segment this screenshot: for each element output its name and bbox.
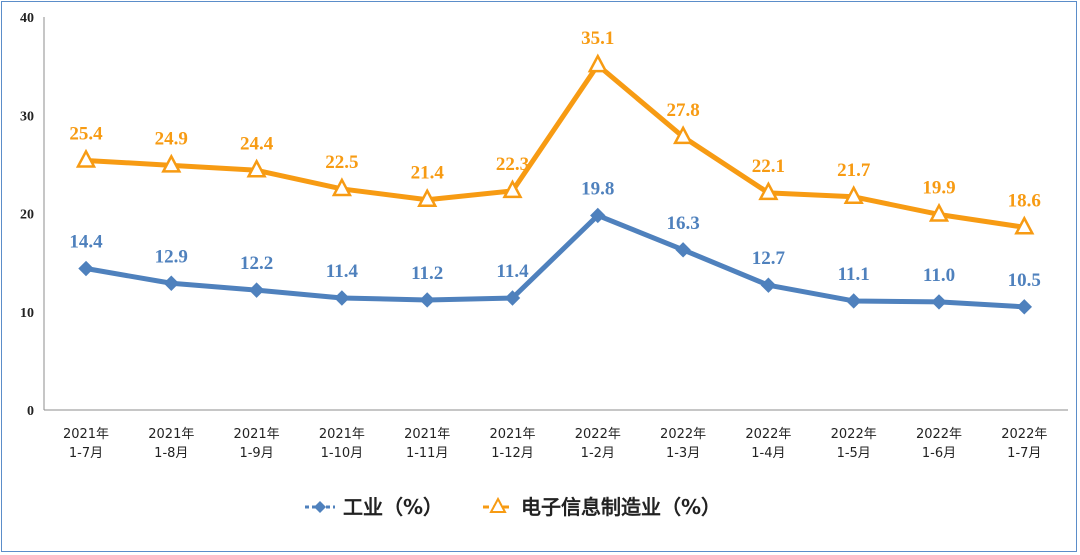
x-category-label: 2021年 bbox=[63, 427, 109, 442]
data-point-triangle bbox=[246, 158, 267, 178]
legend-item: 电子信息制造业（%） bbox=[483, 495, 721, 519]
data-label: 27.8 bbox=[666, 100, 699, 121]
data-point-triangle bbox=[331, 177, 352, 197]
x-category-label: 2022年 bbox=[575, 427, 621, 442]
axes bbox=[43, 17, 1068, 411]
x-category-label: 1-9月 bbox=[239, 446, 273, 461]
x-category-label: 1-4月 bbox=[751, 446, 785, 461]
data-label: 11.0 bbox=[923, 265, 955, 286]
x-category-label: 1-10月 bbox=[321, 446, 364, 461]
y-tick-label: 30 bbox=[20, 109, 34, 124]
data-label: 21.4 bbox=[411, 163, 445, 184]
data-label: 11.2 bbox=[411, 263, 443, 284]
legend-triangle-icon bbox=[489, 496, 507, 513]
data-label: 11.4 bbox=[326, 261, 359, 282]
x-category-label: 2022年 bbox=[1001, 427, 1047, 442]
series-line bbox=[83, 62, 1027, 230]
data-point-diamond bbox=[845, 293, 862, 309]
data-point-diamond bbox=[334, 290, 350, 306]
x-category-label: 2021年 bbox=[489, 427, 535, 442]
x-category-label: 2021年 bbox=[404, 427, 450, 442]
x-category-label: 1-3月 bbox=[666, 446, 700, 461]
data-label: 11.4 bbox=[496, 261, 529, 282]
data-point-triangle bbox=[502, 179, 523, 199]
data-point-diamond bbox=[163, 275, 180, 291]
x-category-label: 1-8月 bbox=[154, 446, 188, 461]
data-point-diamond bbox=[931, 294, 947, 310]
data-label: 19.8 bbox=[581, 178, 614, 199]
x-category-label: 2021年 bbox=[234, 427, 280, 442]
data-label: 16.3 bbox=[666, 213, 699, 234]
data-label: 21.7 bbox=[837, 160, 871, 181]
data-point-triangle bbox=[417, 188, 438, 207]
x-category-label: 1-2月 bbox=[581, 446, 615, 461]
data-point-diamond bbox=[504, 290, 521, 306]
x-category-label: 1-11月 bbox=[406, 446, 449, 461]
legend-diamond-icon bbox=[314, 501, 326, 513]
data-label: 14.4 bbox=[69, 232, 103, 253]
x-category-label: 2022年 bbox=[660, 427, 706, 442]
data-label: 25.4 bbox=[69, 123, 103, 144]
data-label: 12.2 bbox=[240, 253, 273, 274]
data-label: 12.9 bbox=[155, 246, 188, 267]
x-category-label: 2021年 bbox=[319, 427, 365, 442]
x-category-label: 2022年 bbox=[745, 427, 791, 442]
data-label: 18.6 bbox=[1008, 190, 1041, 211]
x-category-label: 1-12月 bbox=[491, 446, 534, 461]
data-label: 24.4 bbox=[240, 133, 274, 154]
x-category-labels: 2021年 1-7月 2021年 1-8月 2021年 1-9月 2021年 1-10月 202… bbox=[63, 427, 1047, 461]
y-tick-labels: 0 10 20 30 40 bbox=[20, 11, 34, 419]
y-tick-label: 10 bbox=[20, 306, 34, 321]
x-category-label: 1-5月 bbox=[837, 446, 871, 461]
x-category-label: 1-7月 bbox=[1007, 446, 1041, 461]
data-point-triangle bbox=[673, 125, 694, 145]
data-labels: 14.4 12.9 12.2 11.4 11.2 11.4 19.8 16.3 12.7 11.1… bbox=[69, 28, 1041, 291]
data-point-triangle bbox=[928, 202, 950, 222]
data-label: 11.1 bbox=[838, 264, 870, 285]
x-category-label: 2022年 bbox=[916, 427, 962, 442]
data-point-diamond bbox=[675, 242, 691, 258]
data-point-triangle bbox=[587, 53, 608, 73]
x-category-label: 2022年 bbox=[831, 427, 877, 442]
x-category-label: 1-7月 bbox=[69, 446, 103, 461]
data-point-diamond bbox=[760, 277, 777, 293]
data-label: 10.5 bbox=[1008, 270, 1041, 291]
data-point-triangle bbox=[1014, 215, 1035, 235]
data-point-triangle bbox=[161, 153, 182, 173]
y-tick-label: 40 bbox=[20, 11, 34, 26]
legend-label: 电子信息制造业（%） bbox=[521, 495, 721, 519]
data-point-diamond bbox=[1016, 299, 1033, 315]
y-tick-label: 20 bbox=[20, 208, 34, 223]
data-point-diamond bbox=[248, 282, 265, 298]
legend: 工业（%） 电子信息制造业（%） bbox=[305, 495, 721, 519]
data-label: 22.1 bbox=[752, 156, 785, 177]
data-label: 24.9 bbox=[155, 128, 188, 149]
data-point-diamond bbox=[419, 292, 435, 308]
data-label: 22.3 bbox=[496, 154, 529, 175]
x-category-label: 1-6月 bbox=[922, 446, 956, 461]
legend-label: 工业（%） bbox=[343, 495, 443, 519]
data-point-triangle bbox=[75, 148, 97, 168]
data-label: 22.5 bbox=[325, 152, 358, 173]
x-category-label: 2021年 bbox=[148, 427, 194, 442]
data-point-triangle bbox=[843, 185, 864, 205]
data-label: 19.9 bbox=[922, 177, 955, 198]
data-label: 35.1 bbox=[581, 28, 614, 49]
y-tick-label: 0 bbox=[27, 404, 34, 419]
data-label: 12.7 bbox=[752, 248, 786, 269]
series-line bbox=[83, 212, 1027, 310]
legend-item: 工业（%） bbox=[305, 495, 443, 519]
data-point-triangle bbox=[758, 181, 779, 201]
data-point-diamond bbox=[78, 260, 94, 277]
series-group bbox=[75, 53, 1035, 315]
data-point-diamond bbox=[590, 207, 606, 224]
